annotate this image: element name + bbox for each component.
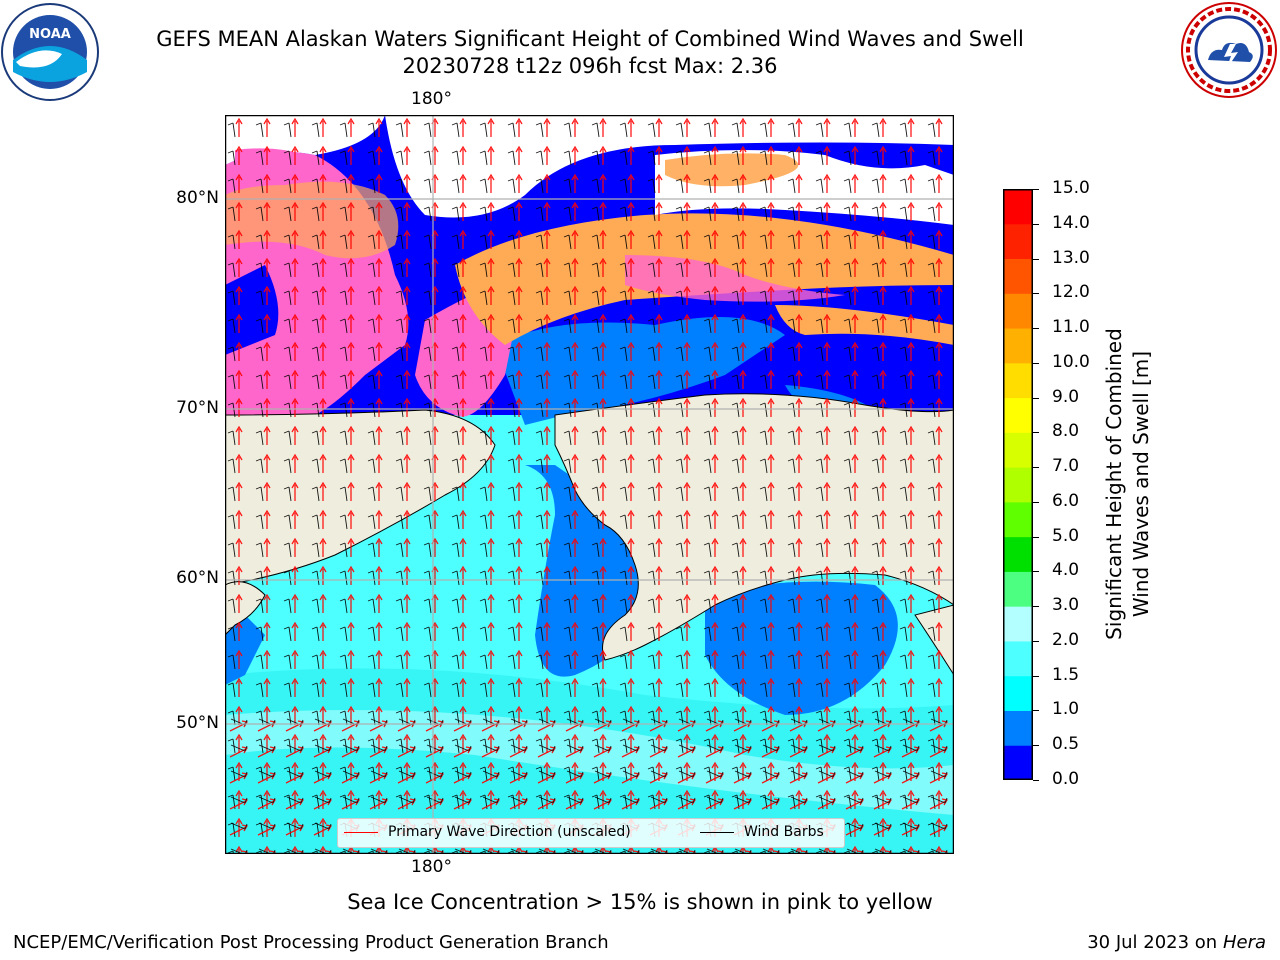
colorbar-tick-mark — [1033, 328, 1039, 330]
colorbar-segment — [1003, 640, 1033, 677]
legend-wind-barbs: Wind Barbs — [700, 824, 824, 840]
footer-date: 30 Jul 2023 on Hera — [1087, 932, 1266, 953]
colorbar-tick-mark — [1033, 745, 1039, 747]
colorbar-segment — [1003, 675, 1033, 711]
sea-ice-note: Sea Ice Concentration > 15% is shown in … — [347, 890, 933, 914]
chart-title: GEFS MEAN Alaskan Waters Significant Hei… — [0, 26, 1180, 80]
colorbar-segment — [1003, 571, 1033, 607]
colorbar-tick-mark — [1033, 223, 1039, 225]
colorbar-tick-mark — [1033, 293, 1039, 295]
colorbar-tick-mark — [1033, 710, 1039, 712]
colorbar-tick-label: 5.0 — [1052, 525, 1080, 546]
colorbar-segment — [1003, 223, 1033, 260]
colorbar-tick-mark — [1033, 536, 1039, 538]
colorbar-label: Significant Height of Combined Wind Wave… — [1101, 274, 1155, 694]
colorbar-tick-mark — [1033, 571, 1039, 573]
lat-label-80n: 80°N — [176, 188, 219, 208]
lat-label-70n: 70°N — [176, 398, 219, 418]
colorbar-segment — [1003, 710, 1033, 746]
legend-barb-line — [700, 831, 734, 833]
title-line-2: 20230728 t12z 096h fcst Max: 2.36 — [402, 54, 778, 78]
map-svg — [224, 114, 955, 855]
footer-host: Hera — [1222, 932, 1266, 953]
colorbar-segment — [1003, 397, 1033, 433]
colorbar-tick-label: 15.0 — [1052, 178, 1090, 198]
colorbar-tick-label: 4.0 — [1052, 560, 1080, 581]
colorbar-tick-label: 14.0 — [1052, 212, 1090, 233]
colorbar-tick-label: 2.0 — [1052, 629, 1080, 650]
colorbar-segment — [1003, 501, 1033, 538]
colorbar-tick-label: 0.5 — [1052, 734, 1080, 755]
footer-date-text: 30 Jul 2023 on — [1087, 932, 1223, 953]
colorbar-segment — [1003, 432, 1033, 468]
colorbar-tick-label: 12.0 — [1052, 282, 1090, 303]
colorbar — [1003, 189, 1033, 780]
colorbar-label-line-2: Wind Waves and Swell [m] — [1129, 350, 1153, 618]
map-legend: Primary Wave Direction (unscaled) Wind B… — [337, 818, 845, 848]
colorbar-tick-label: 13.0 — [1052, 247, 1090, 268]
lat-label-50n: 50°N — [176, 713, 219, 733]
colorbar-tick-label: 1.0 — [1052, 699, 1080, 720]
lon-label-top: 180° — [411, 89, 452, 109]
colorbar-tick-label: 10.0 — [1052, 351, 1090, 372]
colorbar-segment — [1003, 258, 1033, 294]
colorbar-tick-mark — [1033, 501, 1039, 503]
colorbar-tick-label: 6.0 — [1052, 490, 1080, 511]
legend-wave-line — [344, 831, 378, 833]
colorbar-segment — [1003, 536, 1033, 572]
colorbar-label-line-1: Significant Height of Combined — [1102, 328, 1126, 640]
colorbar-tick-mark — [1033, 189, 1039, 190]
colorbar-tick-label: 11.0 — [1052, 317, 1090, 338]
colorbar-tick-mark — [1033, 606, 1039, 608]
colorbar-tick-label: 1.5 — [1052, 664, 1080, 685]
colorbar-tick-label: 7.0 — [1052, 456, 1080, 477]
colorbar-tick-mark — [1033, 640, 1039, 642]
legend-wave-direction: Primary Wave Direction (unscaled) — [344, 824, 631, 840]
colorbar-segment — [1003, 293, 1033, 329]
colorbar-tick-mark — [1033, 362, 1039, 364]
noaa-logo: NOAA — [0, 2, 100, 102]
lat-label-60n: 60°N — [176, 568, 219, 588]
colorbar-tick-mark — [1033, 675, 1039, 677]
colorbar-segment — [1003, 606, 1033, 642]
colorbar-tick-label: 0.0 — [1052, 769, 1080, 789]
title-line-1: GEFS MEAN Alaskan Waters Significant Hei… — [156, 27, 1024, 51]
legend-barb-label: Wind Barbs — [744, 824, 824, 840]
colorbar-segment — [1003, 189, 1033, 225]
colorbar-segment — [1003, 745, 1033, 780]
colorbar-segment — [1003, 328, 1033, 364]
colorbar-tick-label: 9.0 — [1052, 386, 1080, 407]
legend-wave-label: Primary Wave Direction (unscaled) — [388, 824, 631, 840]
graticule — [225, 115, 954, 854]
colorbar-tick-mark — [1033, 258, 1039, 260]
colorbar-tick-mark — [1033, 467, 1039, 469]
colorbar-tick-label: 8.0 — [1052, 421, 1080, 442]
nws-logo — [1178, 0, 1280, 100]
colorbar-tick-label: 3.0 — [1052, 595, 1080, 616]
colorbar-segment — [1003, 467, 1033, 503]
map-border — [224, 114, 955, 855]
wave-height-map — [224, 114, 955, 855]
noaa-logo-text: NOAA — [29, 27, 71, 42]
colorbar-segment — [1003, 362, 1033, 399]
colorbar-tick-mark — [1033, 780, 1039, 781]
colorbar-tick-mark — [1033, 397, 1039, 399]
footer-branch: NCEP/EMC/Verification Post Processing Pr… — [13, 932, 609, 953]
colorbar-tick-mark — [1033, 432, 1039, 434]
lon-label-bottom: 180° — [411, 857, 452, 877]
